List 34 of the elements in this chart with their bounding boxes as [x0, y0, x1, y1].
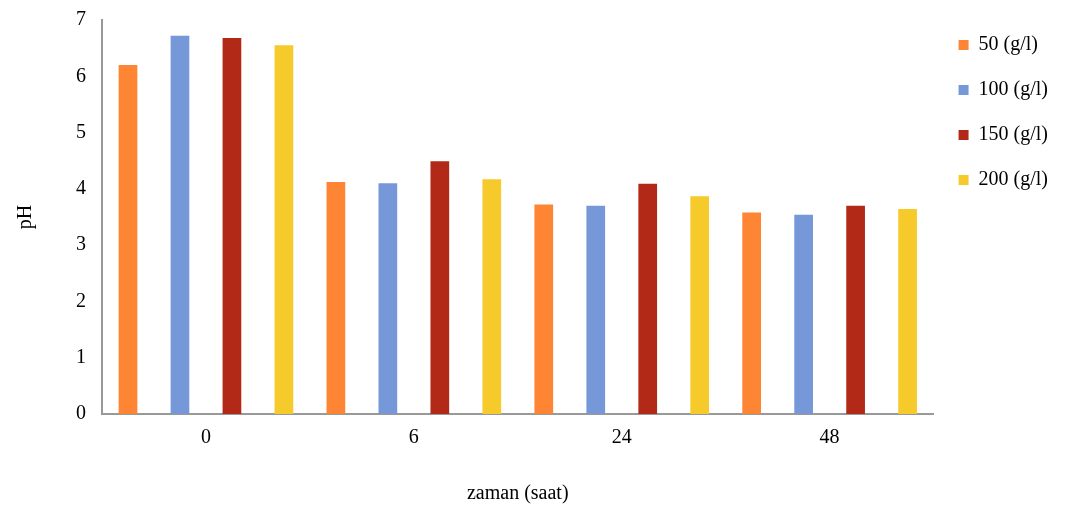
x-axis-title: zaman (saat)	[466, 481, 569, 505]
bar	[794, 214, 813, 414]
legend-label: 150 (g/l)	[978, 122, 1048, 146]
y-tick-label: 1	[76, 344, 86, 367]
legend-label: 50 (g/l)	[978, 32, 1038, 56]
bar	[898, 209, 917, 414]
bar	[534, 204, 554, 414]
bar	[378, 183, 398, 414]
x-tick-label: 6	[408, 425, 419, 448]
bar	[690, 196, 710, 414]
bar	[118, 65, 138, 414]
y-tick-label: 2	[76, 288, 86, 311]
bar	[638, 183, 658, 414]
bar	[482, 179, 502, 414]
y-axis-title: pH	[13, 204, 37, 230]
bar	[586, 205, 606, 414]
legend-label: 200 (g/l)	[978, 167, 1048, 191]
x-tick-label: 0	[200, 425, 211, 448]
bar	[326, 182, 346, 414]
bar	[430, 161, 450, 414]
x-tick-label: 48	[819, 425, 840, 448]
y-tick-label: 0	[76, 401, 86, 424]
bar	[170, 35, 190, 414]
y-tick-label: 5	[76, 119, 86, 142]
legend-label: 100 (g/l)	[978, 77, 1048, 101]
x-tick-label: 24	[611, 425, 632, 448]
bar	[742, 212, 762, 414]
bar	[222, 38, 242, 414]
y-tick-label: 4	[76, 176, 86, 199]
bar	[846, 205, 865, 414]
y-tick-label: 7	[76, 7, 86, 30]
bar	[274, 45, 294, 414]
y-tick-label: 6	[76, 63, 86, 86]
y-tick-label: 3	[76, 232, 86, 255]
